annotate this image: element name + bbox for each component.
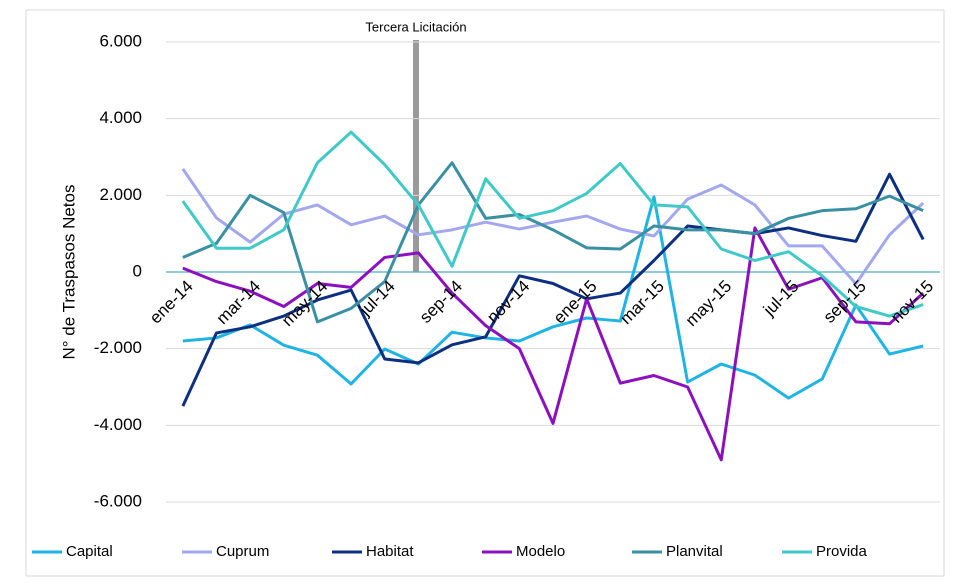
y-tick-label: 4.000 [99,108,142,127]
legend-label: Modelo [516,543,565,560]
series-line [182,161,924,324]
y-tick-label: 0 [133,261,142,280]
annotation-bar [413,40,419,272]
series-line [181,168,925,286]
chart-frame [25,9,945,577]
legend-label: Capital [66,543,113,560]
series-line [182,195,924,400]
y-tick-label: 6.000 [99,31,142,50]
legend-label: Provida [816,543,868,560]
legend-label: Habitat [366,543,414,560]
series-line [181,172,925,407]
legend-label: Cuprum [216,543,269,560]
y-tick-label: -6.000 [94,491,142,510]
y-axis-label: N° de Traspasos Netos [59,185,78,360]
series-line [182,226,925,462]
series-line [181,130,924,318]
y-tick-label: 2.000 [99,185,142,204]
y-tick-label: -2.000 [94,338,142,357]
y-tick-label: -4.000 [94,415,142,434]
legend-label: Planvital [666,543,723,560]
annotation: Tercera Licitación [365,19,466,34]
